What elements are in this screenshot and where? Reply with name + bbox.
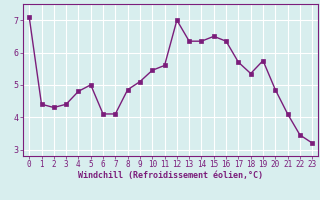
X-axis label: Windchill (Refroidissement éolien,°C): Windchill (Refroidissement éolien,°C)	[78, 171, 263, 180]
